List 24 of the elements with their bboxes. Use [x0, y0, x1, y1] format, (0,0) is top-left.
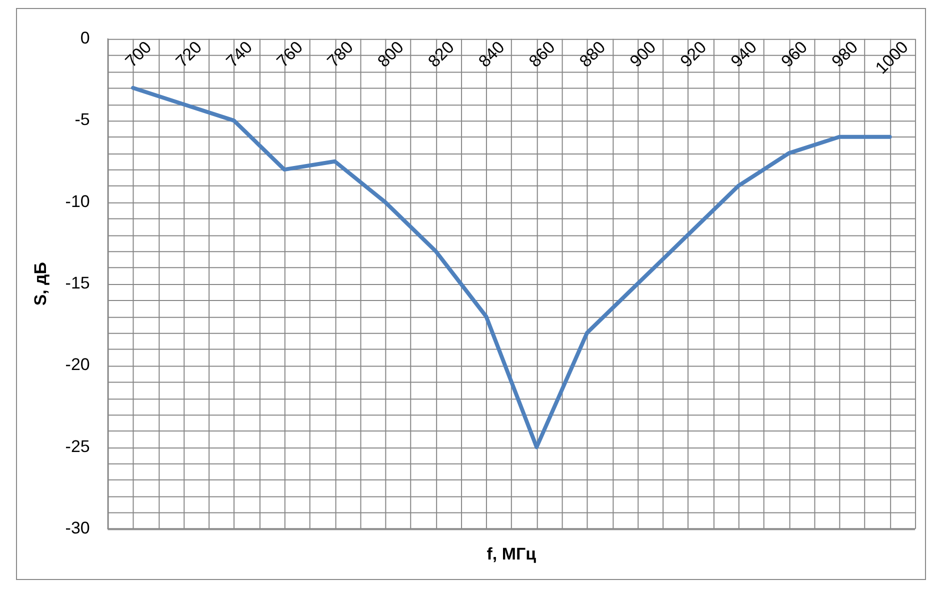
x-tick-label: 740 [222, 38, 256, 71]
x-tick-label: 960 [778, 38, 811, 71]
x-tick-label: 900 [626, 38, 660, 71]
x-tick-label: 700 [122, 38, 156, 71]
x-tick-label: 920 [676, 38, 710, 71]
x-tick-label: 800 [374, 38, 408, 71]
x-tick-label: 780 [323, 38, 357, 71]
y-tick-label: -30 [65, 518, 90, 538]
y-tick-label: -5 [74, 110, 90, 130]
x-tick-label: 980 [828, 38, 862, 71]
x-tick-label: 880 [576, 38, 610, 71]
x-axis-title: f, МГц [486, 544, 537, 564]
y-tick-label: -15 [65, 274, 90, 293]
x-tick-label: 840 [474, 38, 508, 71]
x-tick-label: 760 [273, 38, 306, 71]
y-tick-label: 0 [80, 28, 90, 48]
y-tick-label: -20 [65, 355, 90, 374]
x-tick-label: 860 [525, 38, 559, 71]
x-tick-label: 940 [727, 38, 761, 71]
y-tick-label: -25 [65, 436, 90, 456]
y-axis-title: S, дБ [30, 262, 50, 306]
y-tick-label: -10 [65, 192, 90, 211]
x-tick-label: 720 [172, 38, 206, 71]
x-tick-label: 820 [424, 38, 458, 71]
